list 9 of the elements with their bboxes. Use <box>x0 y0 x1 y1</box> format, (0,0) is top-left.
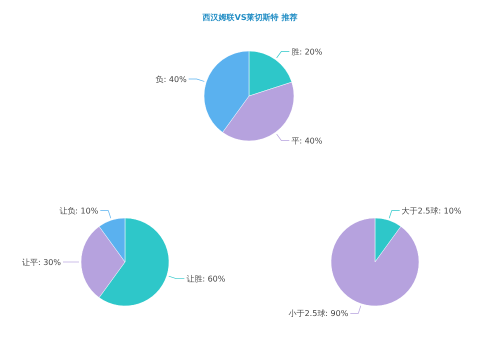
slice-label: 胜: 20% <box>291 47 323 56</box>
slice-label: 大于2.5球: 10% <box>402 206 462 216</box>
chart-title: 西汉姆联VS莱切斯特 推荐 <box>202 13 298 22</box>
slice-label: 负: 40% <box>156 74 188 84</box>
slice-label: 平: 40% <box>291 136 323 146</box>
slice-label: 小于2.5球: 90% <box>288 309 349 318</box>
slice-label: 让负: 10% <box>59 206 99 216</box>
slice-label: 让平: 30% <box>22 258 62 267</box>
slice-label: 让胜: 60% <box>186 274 226 284</box>
